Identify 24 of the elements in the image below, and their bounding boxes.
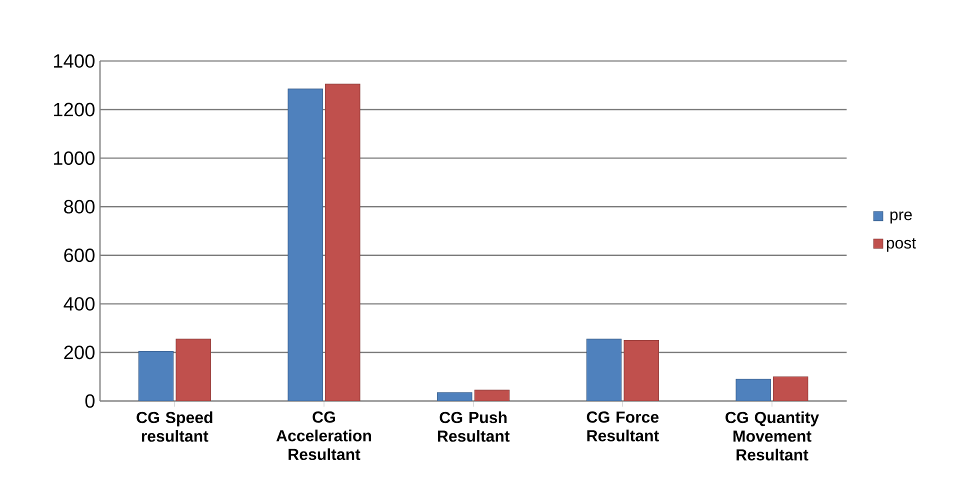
bar — [624, 340, 659, 401]
bar — [176, 338, 211, 401]
x-tick-label: CG Push Resultant — [438, 411, 510, 442]
x-tick-label: CG Speed resultant — [136, 411, 212, 442]
y-tick-label: 0 — [85, 394, 95, 408]
y-tick-label: 200 — [64, 346, 95, 360]
bar — [773, 376, 808, 401]
y-tick-label: 1000 — [54, 151, 95, 165]
legend-label: pre — [890, 212, 912, 224]
bar — [474, 390, 510, 401]
bar — [325, 84, 360, 401]
x-tick-label: CG Quantity Movement Resultant — [726, 411, 820, 460]
bar — [736, 378, 771, 401]
y-tick-label: 1400 — [54, 54, 95, 68]
legend-label: post — [886, 238, 916, 252]
bar — [586, 338, 622, 401]
x-tick-label: CG Acceleration Resultant — [276, 411, 372, 460]
y-tick-label: 400 — [64, 297, 95, 311]
y-tick-label: 1200 — [54, 102, 95, 116]
bar — [138, 350, 174, 401]
bar — [288, 88, 323, 401]
y-tick-label: 600 — [64, 248, 95, 262]
y-tick-label: 800 — [64, 200, 95, 214]
x-tick-label: CG Force Resultant — [586, 411, 659, 442]
